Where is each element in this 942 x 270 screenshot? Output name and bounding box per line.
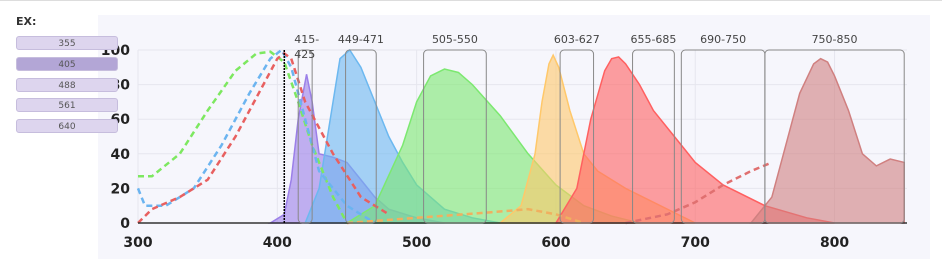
filter-box	[559, 49, 595, 224]
laser-button[interactable]: 640	[16, 119, 118, 134]
filter-label: 655-685	[630, 33, 677, 46]
excitation-line	[625, 161, 773, 225]
x-tick-label: 600	[541, 235, 570, 251]
filter-box	[345, 49, 377, 224]
filter-label: 603-627	[553, 33, 600, 46]
y-tick-label: 20	[111, 181, 131, 197]
excitation-line	[137, 51, 390, 224]
filter-box	[297, 49, 313, 224]
excitation-line	[138, 50, 349, 224]
filter-label: 750-850	[811, 33, 858, 46]
x-tick-label: 300	[123, 235, 152, 251]
x-tick-label: 800	[820, 235, 849, 251]
spectra	[136, 48, 905, 225]
x-tick-label: 500	[402, 235, 431, 251]
laser-button[interactable]: 355	[16, 36, 118, 50]
filter-label: 449-471	[337, 33, 384, 46]
filter-box	[764, 49, 905, 224]
filter-label: 505-550	[431, 33, 478, 46]
laser-button[interactable]: 488	[16, 77, 118, 92]
filter-label: 415-425	[294, 33, 320, 61]
filter-label: 690-750	[700, 33, 747, 46]
filter-box	[423, 49, 487, 224]
filter-box	[632, 49, 675, 224]
excitation-line	[136, 48, 376, 225]
laser-button[interactable]: 561	[16, 98, 118, 113]
laser-button[interactable]: 405	[16, 56, 118, 71]
y-tick-label: 0	[120, 216, 130, 232]
x-tick-label: 700	[681, 235, 710, 251]
y-tick-label: 40	[111, 147, 131, 163]
x-tick-label: 400	[263, 235, 292, 251]
panel-label: EX:	[16, 15, 37, 28]
emission-area	[749, 57, 905, 224]
